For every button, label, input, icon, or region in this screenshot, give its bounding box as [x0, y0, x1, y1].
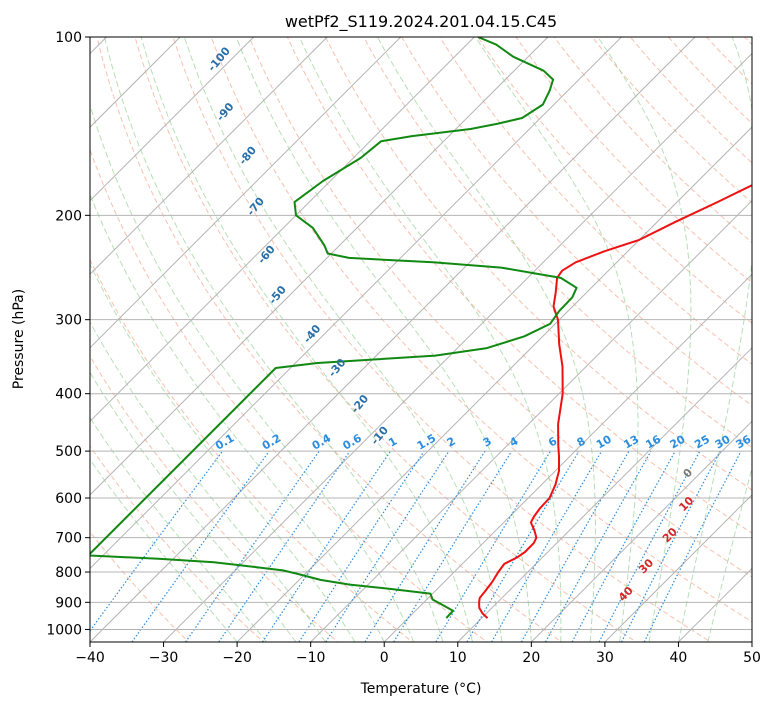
y-tick-label: 100 [55, 30, 82, 46]
dewpoint-line [88, 37, 576, 618]
y-tick-label: 900 [55, 595, 82, 611]
isotherm [311, 37, 775, 642]
background-lines [0, 24, 775, 645]
moist-adiabat [708, 37, 775, 642]
theta-w-label: 20 [660, 525, 680, 545]
temperature-line [479, 37, 775, 618]
mixing-ratio-line [326, 451, 449, 642]
y-axis-label: Pressure (hPa) [11, 289, 27, 389]
dry-adiabat [732, 24, 775, 645]
mixing-ratio-line [522, 451, 630, 642]
y-tick-label: 700 [55, 531, 82, 547]
dry-adiabat [695, 24, 775, 645]
x-tick-label: −20 [222, 650, 252, 666]
x-tick-label: 40 [670, 650, 688, 666]
x-tick-label: 0 [380, 650, 389, 666]
y-tick-label: 200 [55, 208, 82, 224]
y-tick-label: 600 [55, 491, 82, 507]
isotherm [752, 37, 775, 642]
isotherm [237, 37, 775, 642]
mixing-ratio-label: 25 [692, 433, 712, 452]
mixing-ratio-label: 0.1 [213, 432, 236, 453]
mixing-ratio-label: 1 [386, 435, 399, 450]
mixing-ratio-label: 8 [575, 435, 588, 450]
y-tick-label: 500 [55, 444, 82, 460]
dry-adiabat [207, 24, 775, 645]
mixing-ratio-label: 1.5 [415, 432, 438, 453]
theta-e-label: -20 [348, 392, 371, 416]
isotherm [531, 37, 775, 642]
y-tick-label: 300 [55, 313, 82, 329]
isotherm [458, 37, 775, 642]
dry-adiabat [507, 24, 775, 645]
moist-adiabat [0, 37, 237, 642]
mixing-ratio-label: 0.6 [341, 431, 365, 452]
mixing-ratio-label: 2 [445, 435, 458, 450]
y-tick-label: 1000 [46, 622, 82, 638]
mixing-ratio-label: 10 [594, 432, 614, 451]
isotherm [678, 37, 775, 642]
theta-e-label: -80 [236, 144, 259, 168]
moist-adiabat [299, 37, 561, 642]
mixing-ratio-line [132, 451, 269, 642]
x-tick-label: 10 [449, 650, 467, 666]
x-tick-label: 30 [596, 650, 614, 666]
isotherm [16, 37, 621, 642]
theta-w-label: 10 [676, 494, 696, 514]
mixing-ratio-label: 20 [668, 432, 688, 451]
y-tick-label: 400 [55, 387, 82, 403]
dry-adiabat [582, 24, 775, 645]
x-tick-label: −10 [296, 650, 326, 666]
dry-adiabat [770, 24, 775, 645]
theta-e-label: -100 [205, 44, 233, 74]
mixing-ratio-line [644, 451, 741, 642]
dry-adiabat [394, 24, 775, 645]
mixing-ratio-line [394, 451, 512, 642]
mixing-ratio-label: 16 [643, 432, 663, 451]
x-axis-label: Temperature (°C) [360, 681, 482, 697]
mixing-ratio-label: 0.4 [310, 431, 334, 452]
y-axis: 1000 900 800 700 600 500 400 300 200 100 [46, 30, 90, 638]
mixing-ratio-label: 4 [507, 434, 520, 449]
theta-e-label: -30 [326, 356, 349, 380]
isotherm [0, 37, 401, 642]
moist-adiabat [678, 37, 757, 642]
isotherm [90, 37, 695, 642]
isotherm [0, 37, 254, 642]
moist-adiabat [73, 37, 414, 642]
mixing-ratio-line [365, 451, 485, 642]
x-tick-label: 50 [743, 650, 761, 666]
moist-adiabat [184, 37, 502, 642]
mixing-ratio-label: 3 [481, 435, 494, 450]
theta-w-label: 30 [636, 556, 656, 576]
theta-e-label: -70 [244, 195, 267, 219]
theta-e-label: -40 [301, 322, 324, 346]
dry-adiabat [0, 24, 341, 645]
x-tick-label: −40 [75, 650, 105, 666]
x-axis: −40 −30 −20 −10 0 10 20 30 40 50 [75, 642, 761, 666]
dry-adiabat [432, 24, 775, 645]
x-tick-label: −30 [149, 650, 179, 666]
chart-title: wetPf2_S119.2024.201.04.15.C45 [285, 12, 557, 32]
dry-adiabat [94, 24, 565, 645]
mixing-ratio-label: 0.2 [260, 432, 283, 453]
x-tick-label: 20 [522, 650, 540, 666]
isotherm [164, 37, 769, 642]
theta-e-label: -90 [214, 100, 237, 124]
y-tick-label: 800 [55, 565, 82, 581]
theta-w-label: 0 [681, 466, 696, 481]
dry-adiabat [319, 24, 775, 645]
moist-adiabat [45, 37, 384, 642]
dry-adiabat [657, 24, 775, 645]
theta-e-label: -50 [266, 283, 289, 307]
mixing-ratio-label: 30 [713, 432, 733, 451]
moist-adiabat [378, 37, 596, 642]
mixing-ratio-label: 36 [733, 432, 753, 451]
dry-adiabat [131, 24, 640, 645]
theta-e-label: -60 [255, 243, 278, 267]
theta-w-label: 40 [616, 584, 636, 604]
pressure-gridlines [90, 37, 752, 629]
